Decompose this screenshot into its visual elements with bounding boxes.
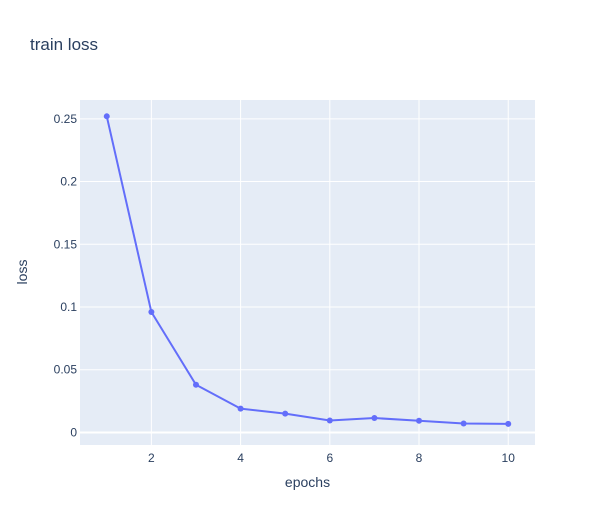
series-line [105, 116, 509, 425]
data-point [192, 381, 199, 388]
x-axis-title: epochs [285, 474, 330, 490]
x-tick-label: 2 [148, 451, 155, 465]
x-tick-label: 10 [502, 451, 516, 465]
y-tick-label: 0 [70, 425, 77, 439]
x-tick-label: 8 [416, 451, 423, 465]
x-tick-label: 4 [237, 451, 244, 465]
y-tick-label: 0.2 [60, 175, 77, 189]
data-point [326, 417, 333, 424]
y-tick-label: 0.25 [54, 112, 78, 126]
y-tick-label: 0.15 [54, 237, 78, 251]
data-point [416, 417, 423, 424]
data-point [282, 410, 289, 417]
data-point [148, 309, 155, 316]
y-tick-label: 0.1 [60, 300, 77, 314]
data-point [505, 420, 512, 427]
data-point [103, 113, 110, 120]
data-point [237, 405, 244, 412]
chart-title: train loss [30, 35, 98, 54]
data-point [460, 420, 467, 427]
plot-area [80, 100, 535, 445]
tick-labels: 2 4 6 8 10 0 0.05 0.1 0.15 0.2 0.25 [54, 112, 516, 465]
grid-lines [80, 100, 535, 445]
data-point [371, 415, 378, 422]
series-loss [103, 113, 512, 427]
y-axis-title: loss [14, 260, 30, 285]
x-tick-label: 6 [326, 451, 333, 465]
y-tick-label: 0.05 [54, 363, 78, 377]
